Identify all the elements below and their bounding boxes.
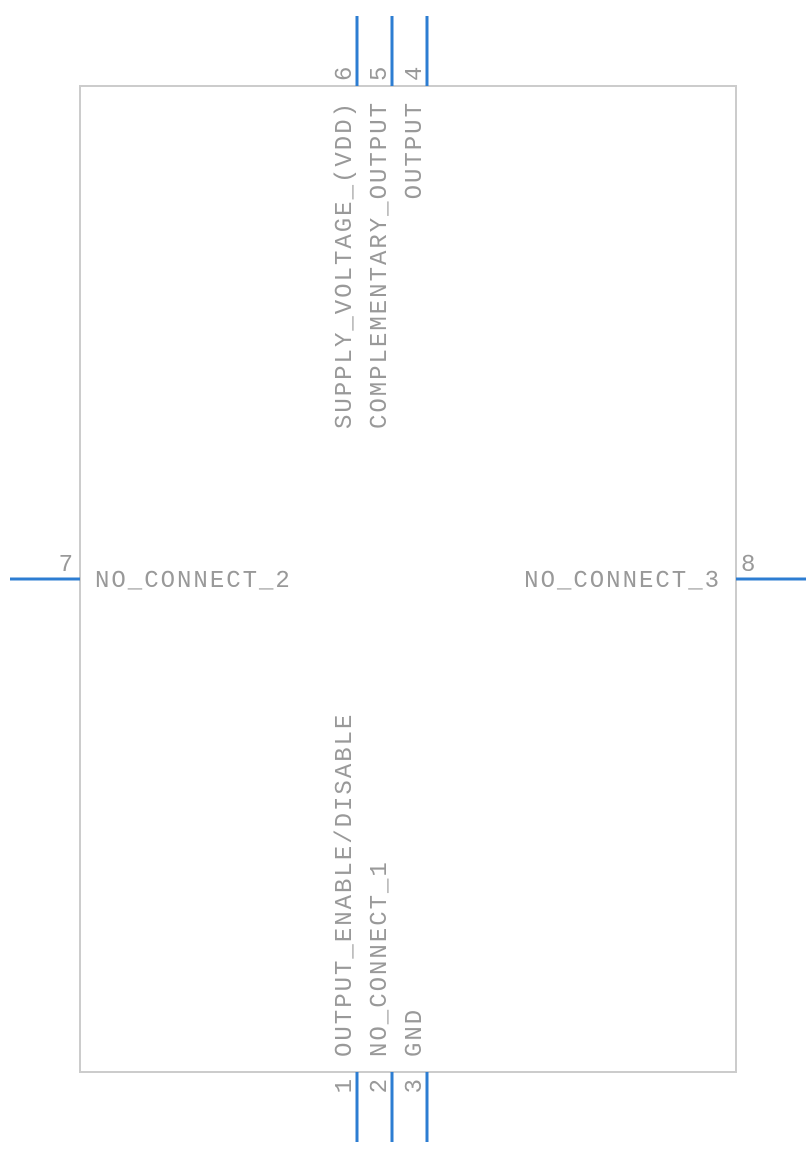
pin-8-label: NO_CONNECT_3 [524,568,721,595]
schematic-diagram: 6 5 4 SUPPLY_VOLTAGE_(VDD) COMPLEMENTARY… [0,0,808,1168]
pin-6-label: SUPPLY_VOLTAGE_(VDD) [332,101,359,429]
pin-5-number: 5 [367,65,394,81]
pin-3-label: GND [402,1008,429,1057]
pin-7-label: NO_CONNECT_2 [95,568,292,595]
pin-2-number: 2 [367,1077,394,1093]
pin-6-number: 6 [332,65,359,81]
pin-2-label: NO_CONNECT_1 [367,860,394,1057]
pin-4-label: OUTPUT [402,101,429,199]
pin-5-label: COMPLEMENTARY_OUTPUT [367,101,394,429]
pin-4-number: 4 [402,65,429,81]
pin-1-label: OUTPUT_ENABLE/DISABLE [332,713,359,1057]
pin-8-number: 8 [741,552,757,579]
pin-1-number: 1 [332,1077,359,1093]
pin-3-number: 3 [402,1077,429,1093]
pin-7-number: 7 [59,552,75,579]
